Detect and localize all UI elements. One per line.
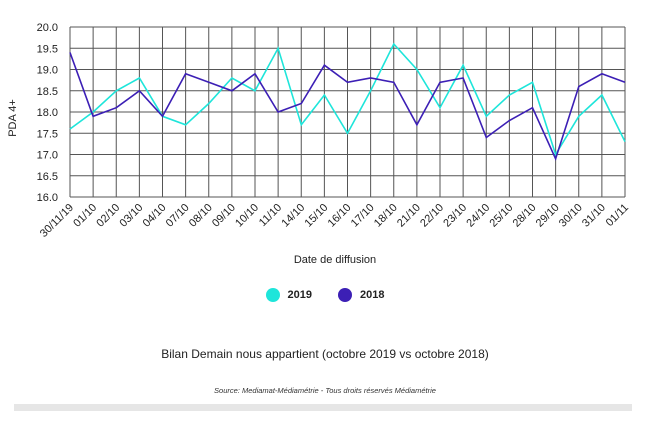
x-tick-labels: 30/11/1901/1002/1003/1004/1007/1008/1009…: [38, 202, 631, 240]
line-chart: 16.0 16.5 17.0 17.5 18.0 18.5 19.0 19.5 20.0 30/…: [7, 22, 631, 266]
x-tick-label: 25/10: [488, 202, 516, 230]
x-tick-label: 28/10: [511, 202, 539, 230]
x-tick-label: 03/10: [118, 202, 146, 230]
y-axis-label: PDA 4+: [7, 99, 19, 137]
source-note: Source: Mediamat-Médiamétrie - Tous droi…: [214, 386, 436, 395]
y-tick-label: 17.5: [37, 128, 58, 140]
y-tick-label: 16.0: [37, 192, 58, 204]
x-axis-label: Date de diffusion: [294, 254, 376, 266]
legend: 2019 2018: [0, 288, 650, 302]
x-tick-label: 15/10: [303, 202, 331, 230]
x-tick-label: 16/10: [326, 202, 354, 230]
legend-label-2019: 2019: [287, 289, 312, 301]
x-tick-label: 30/10: [557, 202, 585, 230]
x-tick-label: 11/10: [257, 202, 284, 229]
x-tick-label: 18/10: [372, 202, 400, 230]
x-tick-label: 02/10: [94, 202, 122, 230]
legend-item-2018[interactable]: 2018: [338, 288, 384, 302]
grid: [69, 26, 626, 198]
x-tick-label: 31/10: [580, 202, 608, 230]
x-tick-label: 21/10: [395, 202, 423, 230]
legend-swatch-2018: [338, 288, 352, 302]
x-tick-label: 23/10: [441, 202, 469, 230]
x-tick-label: 29/10: [534, 202, 562, 230]
footer-divider: [14, 404, 632, 411]
y-tick-label: 18.0: [37, 107, 58, 119]
y-tick-label: 16.5: [37, 171, 58, 183]
x-tick-label: 10/10: [233, 202, 261, 230]
x-tick-label: 01/11: [604, 202, 631, 229]
chart-caption: Bilan Demain nous appartient (octobre 20…: [161, 347, 489, 361]
y-tick-label: 20.0: [37, 22, 58, 34]
legend-item-2019[interactable]: 2019: [265, 288, 312, 302]
x-tick-label: 22/10: [418, 202, 446, 230]
x-tick-label: 24/10: [464, 202, 492, 230]
x-tick-label: 09/10: [210, 202, 238, 230]
y-tick-label: 19.0: [37, 65, 58, 77]
y-tick-labels: 16.0 16.5 17.0 17.5 18.0 18.5 19.0 19.5 20.0: [37, 22, 58, 204]
series-line-2018: [69, 52, 626, 162]
y-tick-label: 17.0: [37, 150, 58, 162]
x-tick-label: 14/10: [279, 202, 307, 230]
legend-swatch-2019: [265, 288, 280, 302]
y-tick-label: 18.5: [37, 86, 58, 98]
x-tick-label: 08/10: [187, 202, 215, 230]
legend-label-2018: 2018: [360, 289, 385, 301]
x-tick-label: 04/10: [141, 202, 169, 230]
x-tick-label: 01/10: [71, 202, 99, 230]
y-tick-label: 19.5: [37, 43, 58, 55]
x-tick-label: 07/10: [164, 202, 192, 230]
series-lines: [69, 42, 626, 162]
x-tick-label: 17/10: [349, 202, 377, 230]
